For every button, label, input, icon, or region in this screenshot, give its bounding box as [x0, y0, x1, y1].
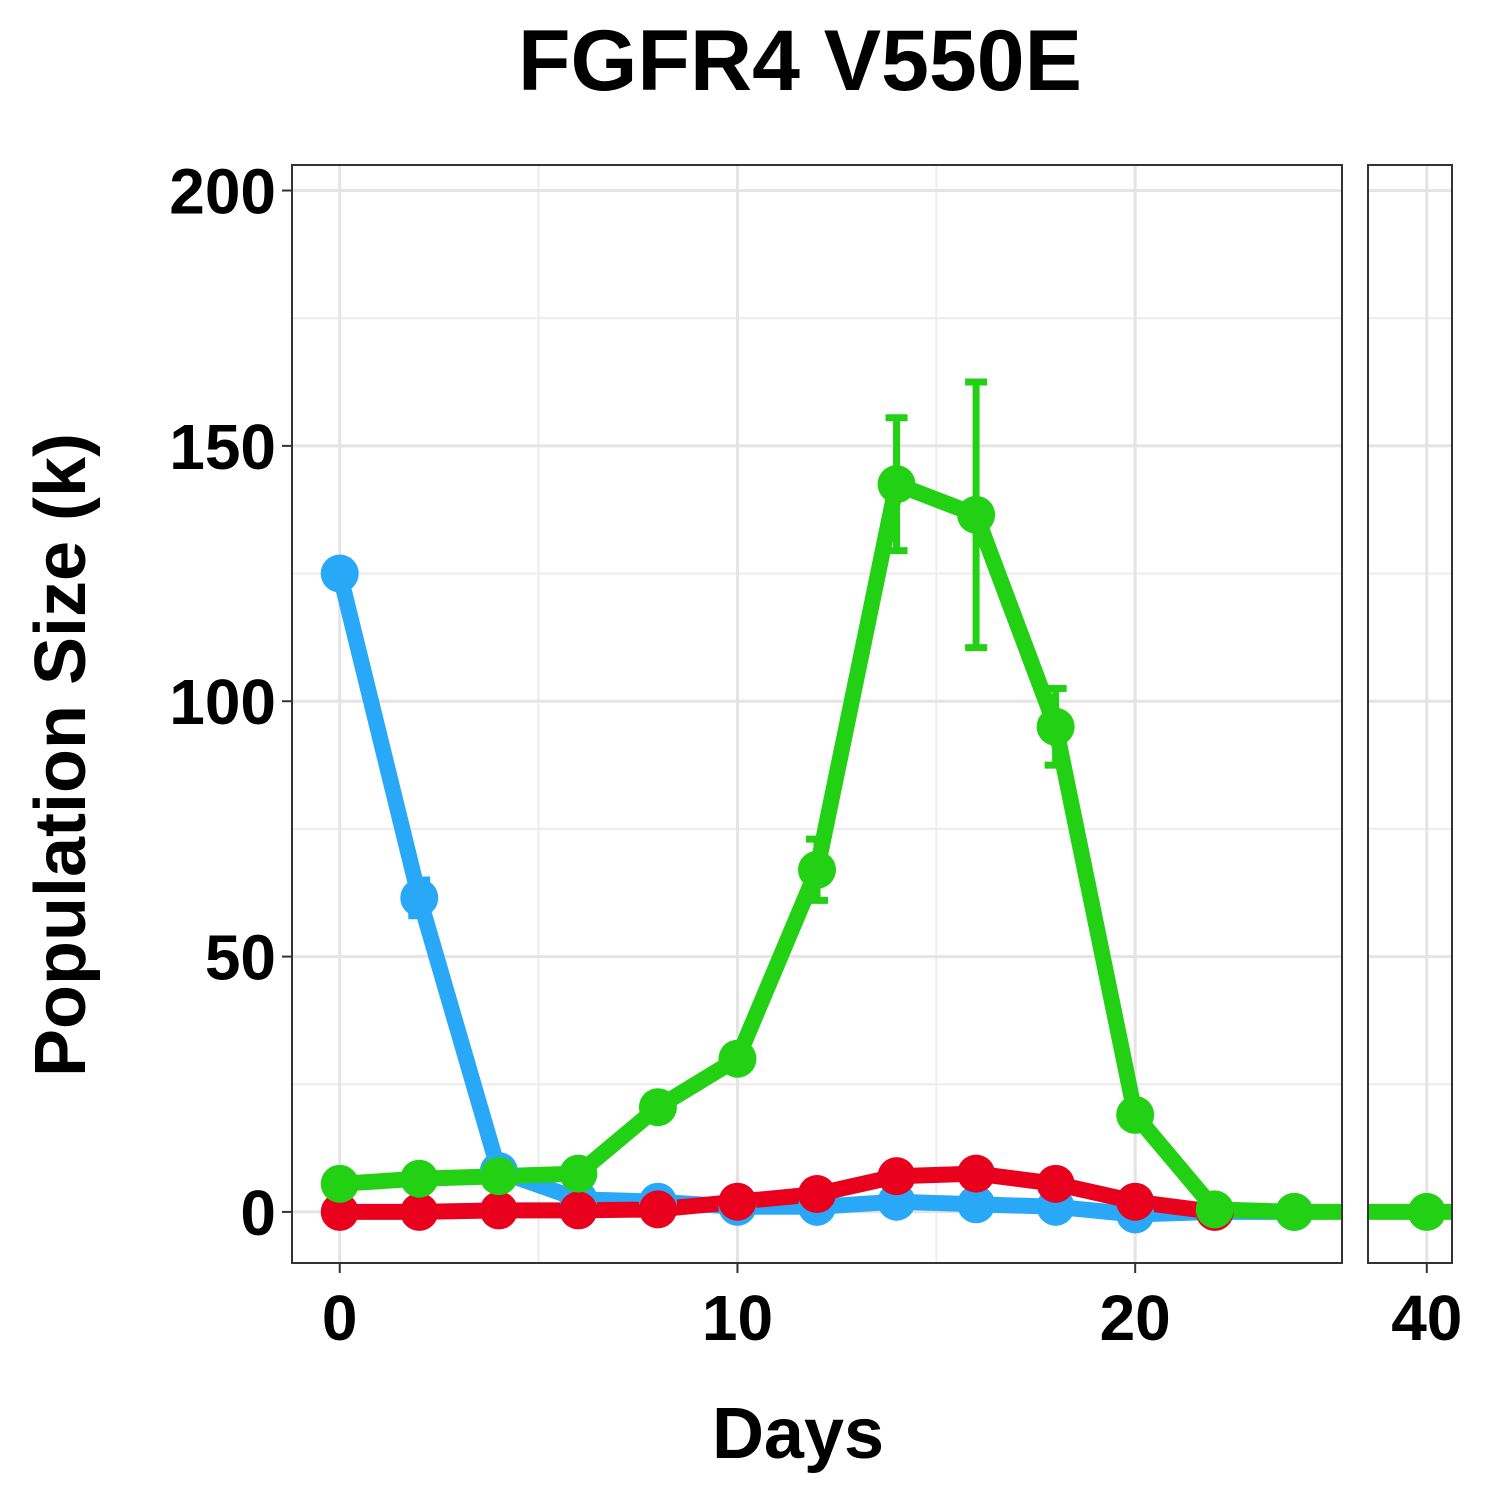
series-3-point — [400, 1159, 439, 1198]
series-2-point — [877, 1157, 916, 1196]
series-2-point — [798, 1175, 836, 1214]
y-tick-label: 0 — [240, 1177, 276, 1249]
panel-1-border — [291, 164, 1343, 1264]
series-1-point — [400, 878, 439, 917]
x-tick-label: 40 — [1391, 1282, 1462, 1354]
series-3-point — [1036, 707, 1075, 746]
series-3-point — [957, 495, 996, 534]
y-tick-label: 150 — [169, 411, 276, 483]
series-1-point — [957, 1185, 996, 1224]
series-2-point — [1036, 1164, 1075, 1203]
y-tick-label: 200 — [169, 156, 276, 228]
y-axis-label: Population Size (k) — [21, 433, 101, 1077]
series-3-point — [320, 1164, 359, 1203]
series-3-point — [1116, 1095, 1155, 1134]
plot-area: 0 10 20 40 0 50 100 150 200 — [169, 156, 1462, 1354]
series-3-point — [559, 1154, 598, 1193]
series-3-point — [638, 1088, 677, 1127]
panel-1-layer — [320, 378, 1342, 1234]
series-2-point — [559, 1191, 598, 1230]
series-2-point — [400, 1192, 439, 1231]
series-2-point — [718, 1182, 757, 1221]
series-3-line — [331, 476, 1342, 1220]
series-1-point — [320, 554, 359, 593]
series-3-point — [1407, 1192, 1446, 1231]
y-tick-label: 50 — [205, 922, 276, 994]
series-3-point — [877, 465, 916, 504]
series-3-point — [1195, 1190, 1234, 1229]
series-2-point — [638, 1190, 677, 1229]
series-2-point — [1116, 1182, 1155, 1221]
y-tick-label: 100 — [169, 666, 276, 738]
x-tick-label: 0 — [322, 1282, 358, 1354]
panel-2-layer — [1368, 1192, 1452, 1231]
x-tick-label: 10 — [702, 1282, 773, 1354]
panel-2-border — [1367, 164, 1453, 1264]
series-2-point — [320, 1192, 359, 1231]
chart-title: FGFR4 V550E — [518, 13, 1082, 109]
series-3-point — [798, 850, 836, 889]
series-2-point — [957, 1154, 996, 1193]
x-tick-label: 20 — [1100, 1282, 1171, 1354]
series-3-point — [718, 1039, 757, 1078]
series-3-point — [479, 1157, 518, 1196]
series-2-point — [479, 1191, 518, 1230]
x-axis-label: Days — [712, 1394, 884, 1474]
series-3-point — [1275, 1192, 1314, 1231]
